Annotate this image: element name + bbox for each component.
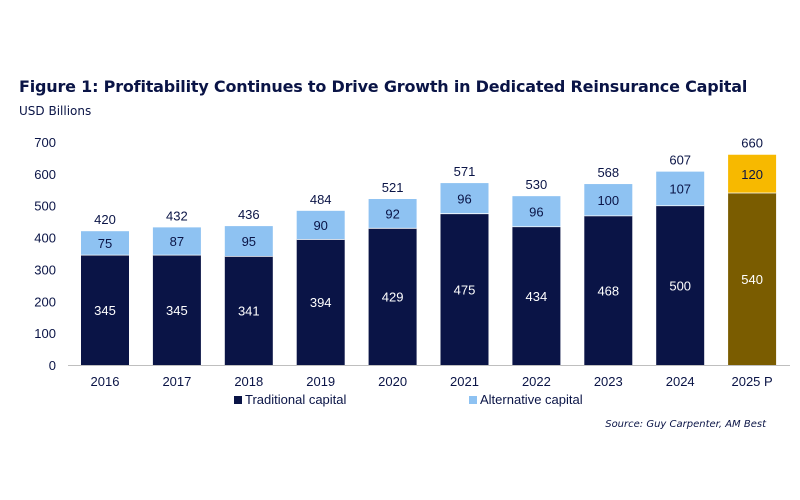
bar-traditional	[440, 213, 489, 365]
data-label-traditional: 429	[382, 290, 404, 305]
data-label-traditional: 345	[94, 303, 116, 318]
data-label-alternative: 87	[170, 234, 184, 249]
bar-alternative	[368, 199, 417, 229]
data-label-traditional: 475	[454, 282, 476, 297]
y-tick-label: 300	[34, 262, 56, 277]
bar-alternative	[728, 154, 777, 193]
data-label-alternative: 90	[313, 218, 327, 233]
data-label-traditional: 394	[310, 295, 332, 310]
x-tick-label: 2018	[234, 374, 263, 389]
bar-traditional	[728, 192, 777, 365]
y-tick-label: 500	[34, 199, 56, 214]
y-tick-label: 400	[34, 231, 56, 246]
data-label-alternative: 92	[385, 207, 399, 222]
data-label-total: 521	[382, 180, 404, 195]
data-label-alternative: 107	[669, 182, 691, 197]
data-label-total: 484	[310, 192, 332, 207]
y-tick-label: 700	[34, 135, 56, 150]
bar-alternative	[81, 231, 129, 256]
y-tick-label: 600	[34, 167, 56, 182]
data-label-total: 530	[526, 177, 548, 192]
bar-traditional	[224, 256, 273, 365]
data-label-total: 432	[166, 208, 188, 223]
x-tick-label: 2017	[162, 374, 191, 389]
data-label-alternative: 100	[597, 193, 619, 208]
bar-traditional	[81, 255, 129, 365]
data-label-traditional: 345	[166, 303, 188, 318]
data-label-total: 420	[94, 212, 116, 227]
legend-item-traditional: Traditional capital	[234, 392, 346, 407]
legend-label-traditional: Traditional capital	[245, 392, 347, 407]
y-tick-label: 200	[34, 294, 56, 309]
x-tick-label: 2016	[91, 374, 120, 389]
x-tick-label: 2021	[450, 374, 479, 389]
x-tick-label: 2025 P	[731, 374, 772, 389]
data-label-alternative: 96	[529, 204, 543, 219]
y-axis-label: USD Billions	[19, 104, 92, 118]
x-tick-label: 2020	[378, 374, 407, 389]
bar-traditional	[296, 239, 345, 365]
chart-title: Figure 1: Profitability Continues to Dri…	[19, 77, 748, 96]
bar-alternative	[224, 226, 273, 257]
x-tick-label: 2022	[522, 374, 551, 389]
bar-alternative	[440, 183, 489, 214]
data-label-traditional: 500	[669, 278, 691, 293]
data-label-alternative: 75	[98, 236, 112, 251]
bar-traditional	[512, 226, 561, 365]
data-label-alternative: 96	[457, 191, 471, 206]
legend-swatch-traditional	[234, 395, 242, 404]
legend-label-alternative: Alternative capital	[480, 392, 583, 407]
bar-alternative	[584, 184, 633, 216]
source-note: Source: Guy Carpenter, AM Best	[605, 419, 766, 430]
bar-traditional	[152, 255, 201, 365]
bar-traditional	[584, 215, 633, 365]
x-tick-label: 2024	[666, 374, 695, 389]
data-label-total: 571	[454, 164, 476, 179]
data-label-traditional: 468	[597, 283, 619, 298]
data-label-alternative: 120	[741, 167, 763, 182]
bar-alternative	[152, 227, 201, 256]
bar-traditional	[368, 228, 417, 365]
y-tick-label: 0	[49, 358, 56, 373]
y-tick-label: 100	[34, 326, 56, 341]
data-label-traditional: 341	[238, 304, 260, 319]
bar-alternative	[296, 210, 345, 240]
data-label-total: 568	[597, 165, 619, 180]
bar-traditional	[656, 205, 705, 365]
data-label-total: 660	[741, 136, 763, 151]
bar-alternative	[512, 196, 561, 227]
legend-item-alternative: Alternative capital	[469, 392, 583, 407]
data-label-total: 607	[669, 153, 691, 168]
x-tick-label: 2023	[594, 374, 623, 389]
data-label-alternative: 95	[242, 234, 256, 249]
legend-swatch-alternative	[469, 395, 477, 404]
data-label-traditional: 540	[741, 272, 763, 287]
data-label-total: 436	[238, 207, 260, 222]
data-label-traditional: 434	[526, 289, 548, 304]
bar-alternative	[656, 171, 705, 206]
x-tick-label: 2019	[306, 374, 335, 389]
